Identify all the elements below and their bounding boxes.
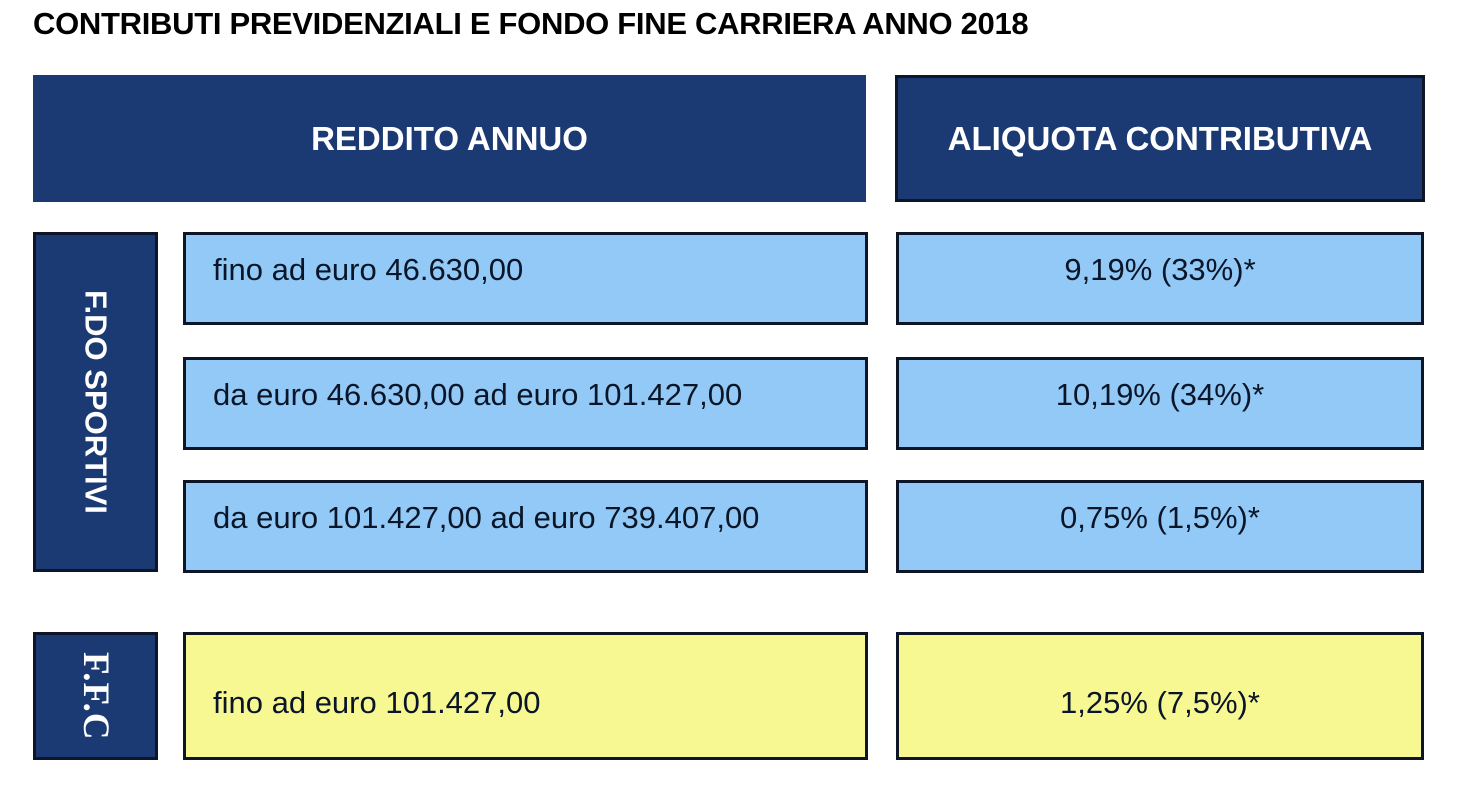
income-cell-row-4: fino ad euro 101.427,00 xyxy=(183,632,868,760)
rate-cell-row-4: 1,25% (7,5%)* xyxy=(896,632,1424,760)
rate-cell-row-3: 0,75% (1,5%)* xyxy=(896,480,1424,573)
section-label-ffc-text: F.F.C xyxy=(75,651,116,741)
rate-text-row-3: 0,75% (1,5%)* xyxy=(1060,500,1260,535)
page-title: CONTRIBUTI PREVIDENZIALI E FONDO FINE CA… xyxy=(33,6,1029,41)
column-header-aliquota-contributiva: ALIQUOTA CONTRIBUTIVA xyxy=(895,75,1425,202)
rate-cell-row-2: 10,19% (34%)* xyxy=(896,357,1424,450)
income-text-row-2: da euro 46.630,00 ad euro 101.427,00 xyxy=(213,377,743,412)
column-header-aliquota-contributiva-label: ALIQUOTA CONTRIBUTIVA xyxy=(947,119,1373,157)
section-label-fdo-sportivi: F.DO SPORTIVI xyxy=(33,232,158,572)
rate-text-row-4: 1,25% (7,5%)* xyxy=(1060,685,1260,720)
income-cell-row-2: da euro 46.630,00 ad euro 101.427,00 xyxy=(183,357,868,450)
income-text-row-3: da euro 101.427,00 ad euro 739.407,00 xyxy=(213,500,760,535)
income-text-row-4: fino ad euro 101.427,00 xyxy=(213,685,541,720)
rate-text-row-2: 10,19% (34%)* xyxy=(1055,377,1265,412)
rate-text-row-1: 9,19% (33%)* xyxy=(1064,252,1256,287)
section-label-fdo-sportivi-text: F.DO SPORTIVI xyxy=(78,290,114,514)
column-header-reddito-annuo-label: REDDITO ANNUO xyxy=(311,119,588,157)
section-label-ffc: F.F.C xyxy=(33,632,158,760)
rate-cell-row-1: 9,19% (33%)* xyxy=(896,232,1424,325)
income-text-row-1: fino ad euro 46.630,00 xyxy=(213,252,524,287)
income-cell-row-1: fino ad euro 46.630,00 xyxy=(183,232,868,325)
column-header-reddito-annuo: REDDITO ANNUO xyxy=(33,75,866,202)
income-cell-row-3: da euro 101.427,00 ad euro 739.407,00 xyxy=(183,480,868,573)
